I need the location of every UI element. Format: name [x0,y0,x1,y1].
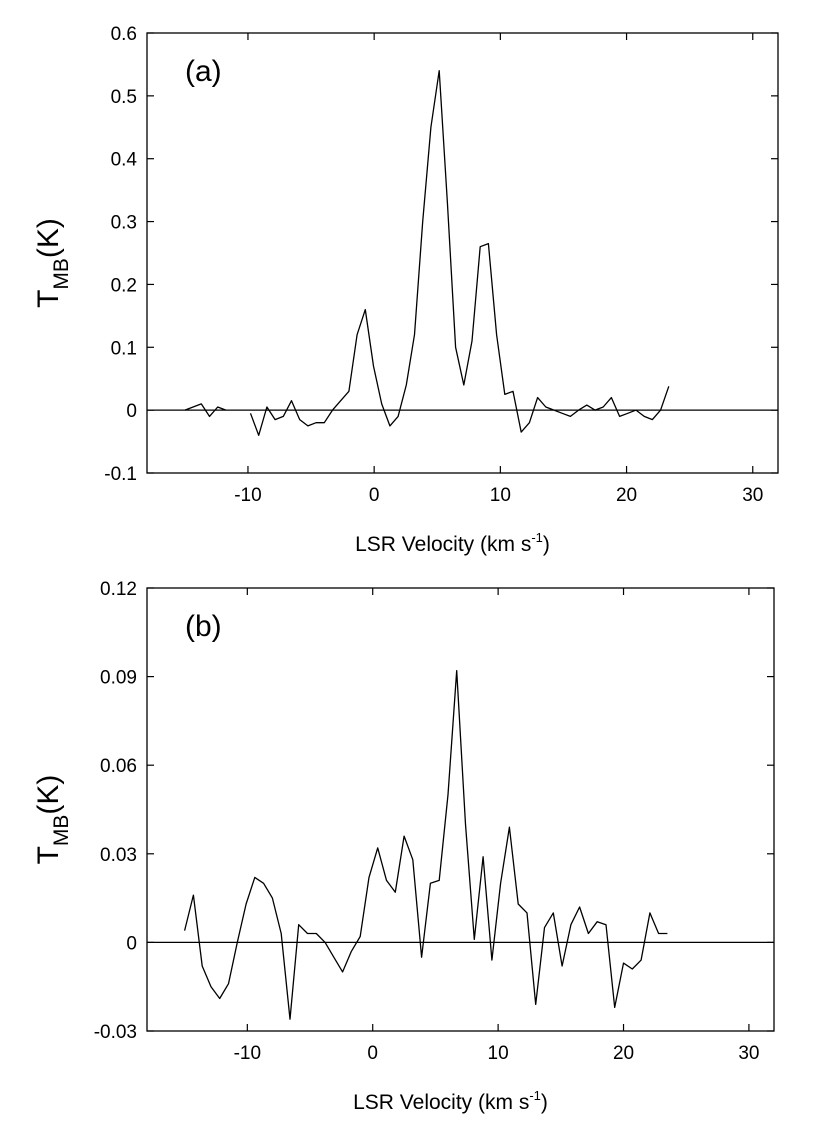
y-tick-label-b-0: -0.03 [94,1022,137,1043]
y-tick-label-a-5: 0.4 [111,150,138,171]
y-tick-label-a-0: -0.1 [104,464,137,485]
x-tick-label-a-3: 20 [616,485,637,506]
y-tick-label-a-1: 0 [126,401,137,422]
x-tick-label-a-2: 10 [490,485,511,506]
y-tick-label-a-2: 0.1 [111,338,137,359]
y-tick-label-b-2: 0.03 [100,845,137,866]
x-tick-label-b-1: 0 [367,1043,378,1064]
ticks-b: -10 0 10 20 30 -0.03 0 0.03 0.06 0.09 0.12 [94,579,774,1064]
panel-label-b: (b) [185,610,222,643]
panel-label-a: (a) [185,55,222,88]
x-tick-label-a-1: 0 [369,485,380,506]
x-tick-label-b-0: -10 [234,1043,261,1064]
plot-frame-a [146,32,779,474]
y-axis-title-a: TMB(K) [32,218,73,308]
y-tick-label-a-4: 0.3 [111,213,137,234]
panel-a: -10 0 10 20 30 -0.1 0 0.1 0.2 0.3 0.4 0.5 0.6 (a) LS… [32,24,779,556]
x-tick-label-a-0: -10 [234,485,261,506]
y-tick-label-a-6: 0.5 [111,87,137,108]
y-tick-label-a-7: 0.6 [111,24,137,45]
ticks-a: -10 0 10 20 30 -0.1 0 0.1 0.2 0.3 0.4 0.5 0.6 [104,24,778,506]
spectrum-line-b [183,670,668,1020]
x-tick-label-b-4: 30 [738,1043,759,1064]
y-tick-label-b-5: 0.12 [100,579,137,600]
x-tick-label-a-4: 30 [742,485,763,506]
y-tick-label-b-1: 0 [126,933,137,954]
y-tick-label-b-4: 0.09 [100,668,137,689]
y-tick-label-b-3: 0.06 [100,756,137,777]
spectrum-line-a [184,70,670,436]
x-axis-title-a: LSR Velocity (km s-1) [355,530,550,556]
x-tick-label-b-2: 10 [488,1043,509,1064]
panel-b: -10 0 10 20 30 -0.03 0 0.03 0.06 0.09 0.12 (b) LSR… [32,579,775,1114]
x-tick-label-b-3: 20 [613,1043,634,1064]
plot-frame-b [146,587,775,1032]
y-tick-label-a-3: 0.2 [111,275,137,296]
x-axis-title-b: LSR Velocity (km s-1) [353,1088,548,1114]
y-axis-title-b: TMB(K) [32,775,73,865]
